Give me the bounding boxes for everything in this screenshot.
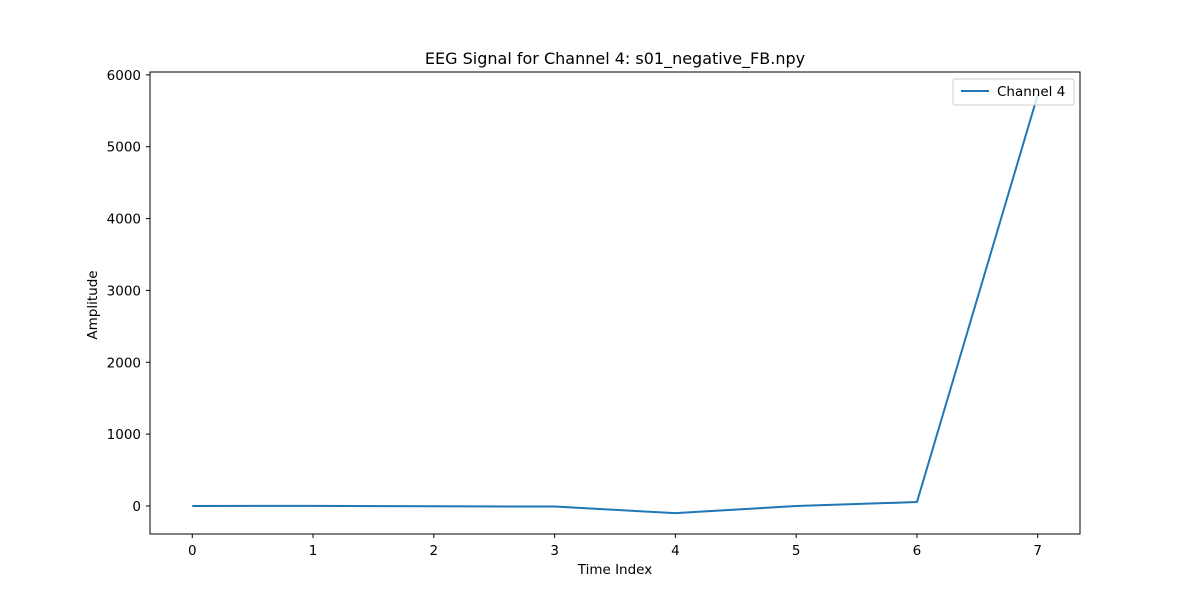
chart-title: EEG Signal for Channel 4: s01_negative_F… <box>425 49 805 69</box>
series-line-channel-4 <box>192 94 1039 515</box>
y-tick-label: 6000 <box>107 68 141 84</box>
x-tick-label: 4 <box>671 543 680 559</box>
x-tick-label: 1 <box>309 543 318 559</box>
y-tick-label: 3000 <box>107 283 141 299</box>
x-tick-label: 3 <box>550 543 559 559</box>
x-tick-label: 2 <box>430 543 439 559</box>
x-axis-ticks: 0 1 2 3 4 5 6 7 <box>188 534 1042 559</box>
series-layer <box>192 94 1039 515</box>
x-tick-label: 6 <box>913 543 922 559</box>
y-tick-label: 0 <box>132 499 141 515</box>
x-tick-label: 0 <box>188 543 197 559</box>
y-tick-label: 1000 <box>107 427 141 443</box>
x-tick-label: 7 <box>1033 543 1042 559</box>
legend-label: Channel 4 <box>997 84 1065 100</box>
x-tick-label: 5 <box>792 543 801 559</box>
y-axis-ticks: 0 1000 2000 3000 4000 5000 6000 <box>107 68 150 515</box>
y-tick-label: 2000 <box>107 355 141 371</box>
legend: Channel 4 <box>952 78 1075 106</box>
y-tick-label: 5000 <box>107 140 141 156</box>
legend-box <box>952 78 1075 106</box>
plot-frame <box>149 71 1081 535</box>
y-axis-label: Amplitude <box>85 270 101 339</box>
x-axis-label: Time Index <box>577 562 653 578</box>
y-tick-label: 4000 <box>107 212 141 228</box>
